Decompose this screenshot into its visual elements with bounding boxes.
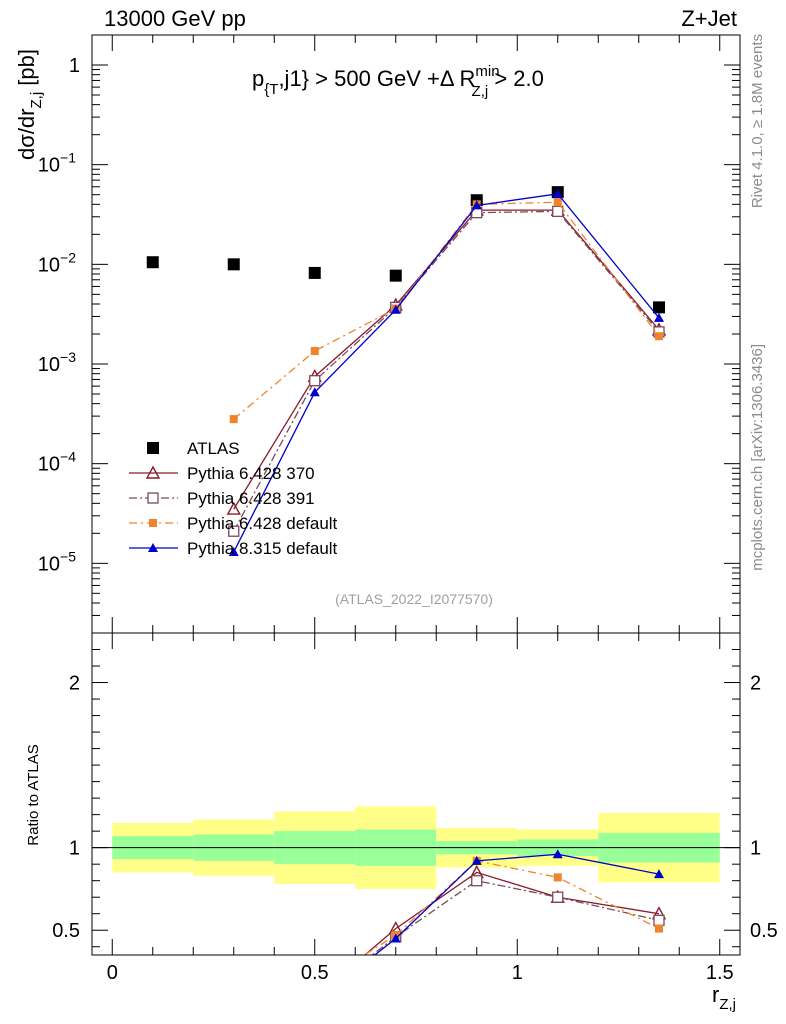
main-y-tick-label: 10−5	[38, 548, 76, 575]
legend-label-py6_391: Pythia 6.428 391	[187, 489, 315, 508]
main-line-py8_default	[233, 193, 660, 553]
legend-marker-py8_default	[148, 543, 158, 552]
ratio-point-py6_391	[552, 891, 564, 903]
main-point-atlas	[389, 269, 402, 282]
ratio-line-py6_370	[363, 871, 660, 955]
main-point-atlas	[308, 266, 321, 279]
ratio-point-py8_default	[552, 849, 563, 859]
main-line-py6_391	[233, 210, 660, 532]
ratio-point-py8_default	[310, 997, 320, 1006]
analysis-watermark: (ATLAS_2022_I2077570)	[335, 591, 493, 607]
ratio-line-py6_default	[363, 860, 660, 955]
main-point-py6_default	[310, 347, 319, 356]
main-y-tick-label: 10−3	[38, 349, 76, 376]
x-tick-label: 1	[512, 962, 523, 984]
ratio-point-py6_391	[229, 1007, 239, 1017]
main-point-py6_default	[655, 332, 663, 341]
ratio-point-py6_default	[553, 873, 562, 882]
ratio-y-tick-label-right: 1	[750, 838, 761, 860]
legend-label-atlas: ATLAS	[187, 439, 240, 458]
rivet-label: Rivet 4.1.0, ≥ 1.8M events	[749, 34, 766, 208]
ratio-point-py6_default	[230, 1004, 238, 1012]
main-point-py8_default	[390, 304, 401, 314]
main-point-py6_default	[229, 415, 238, 424]
main-point-atlas	[146, 256, 159, 269]
ratio-y-tick-label: 1	[69, 838, 80, 860]
main-point-py8_default	[309, 387, 320, 397]
legend-label-py6_default: Pythia 6.428 default	[187, 514, 338, 533]
main-point-py6_391	[309, 375, 321, 387]
main-point-py8_default	[552, 188, 563, 198]
legend-marker-py6_default	[149, 519, 157, 527]
ratio-line-py6_391	[371, 879, 660, 955]
main-y-tick-label: 1	[69, 55, 80, 77]
ratio-point-py8_default	[229, 1008, 239, 1017]
main-axis-ticks: 10−5 10−4 10−3 10−2 10−1 1	[38, 34, 740, 634]
ratio-point-py6_391	[310, 994, 320, 1004]
main-point-py6_391	[228, 525, 240, 537]
ratio-y-tick-label-right: 0.5	[750, 920, 778, 942]
main-point-py6_370	[226, 501, 241, 515]
main-point-atlas	[653, 301, 665, 314]
ratio-point-py6_391	[471, 875, 483, 887]
legend-marker-py6_391	[147, 492, 159, 504]
ratio-point-py6_370	[309, 992, 321, 1003]
legend-label-py6_370: Pythia 6.428 370	[187, 464, 315, 483]
header-left: 13000 GeV pp	[104, 6, 246, 31]
legend-marker-py6_370	[145, 465, 161, 479]
ratio-axis-ticks: 0.5 0.5 1 1 2 2 0 0.5 1 1.5	[52, 633, 778, 984]
main-point-py6_391	[552, 205, 564, 218]
ratio-panel-frame	[91, 632, 741, 956]
ratio-point-py6_370	[228, 1006, 240, 1017]
legend: ATLAS Pythia 6.428 370 Pythia 6.428 391 Pyt…	[129, 439, 338, 558]
main-y-label: dσ/drZ,j [pb]	[14, 49, 45, 160]
main-series-group	[146, 186, 667, 556]
ratio-y-tick-label: 0.5	[52, 920, 80, 942]
legend-label-py8_default: Pythia 8.315 default	[187, 539, 338, 558]
ratio-point-py8_default	[471, 855, 482, 865]
main-y-tick-label: 10−1	[38, 150, 76, 177]
main-point-py6_default	[553, 198, 562, 207]
x-tick-label: 0.5	[301, 962, 329, 984]
mcplots-label: mcplots.cern.ch [arXiv:1306.3436]	[749, 344, 766, 571]
ratio-y-tick-label: 2	[69, 673, 80, 695]
ratio-y-tick-label-right: 2	[750, 673, 761, 695]
legend-marker-atlas	[147, 442, 159, 454]
header-right: Z+Jet	[681, 6, 737, 31]
main-point-py8_default	[471, 200, 482, 210]
ratio-y-label: Ratio to ATLAS	[25, 744, 42, 845]
main-point-py8_default	[228, 546, 239, 556]
main-y-tick-label: 10−4	[38, 449, 76, 476]
main-line-py6_default	[233, 201, 660, 420]
main-point-py8_default	[654, 312, 664, 322]
ratio-point-py6_default	[655, 924, 663, 933]
x-tick-label: 1.5	[706, 962, 734, 984]
main-point-atlas	[227, 258, 240, 271]
main-y-tick-label: 10−2	[38, 249, 76, 276]
ratio-line-py8_default	[373, 853, 660, 955]
x-axis-label: rZ,j	[712, 982, 736, 1013]
ratio-series-group	[228, 849, 667, 1017]
ratio-point-py6_391	[653, 914, 665, 926]
main-title: p{T,j1} > 500 GeV +Δ Rmin Z,j > 2.0	[252, 63, 544, 100]
ratio-point-py8_default	[390, 933, 401, 943]
ratio-point-py8_default	[654, 869, 664, 879]
x-tick-label: 0	[107, 962, 118, 984]
